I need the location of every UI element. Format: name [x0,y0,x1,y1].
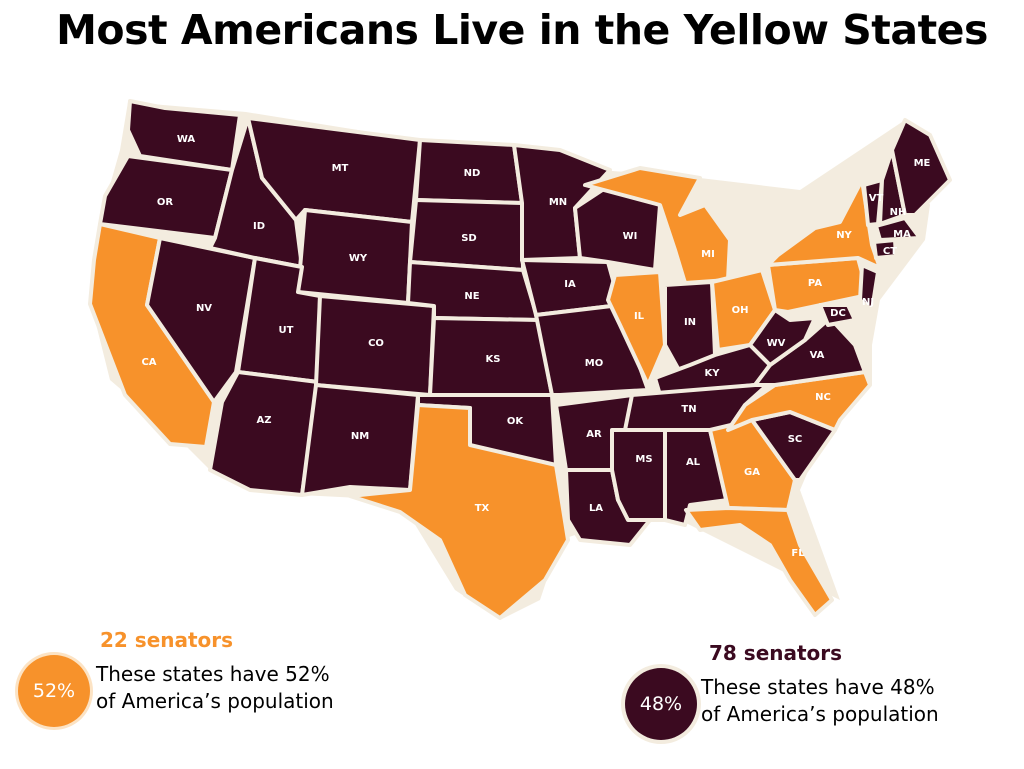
dark-population-line-2: of America’s population [701,702,939,726]
state-ME[interactable] [890,118,952,217]
label-AL: AL [686,457,701,468]
label-MI: MI [701,249,715,260]
label-PA: PA [808,278,822,289]
label-LA: LA [589,503,603,514]
dark-percent-circle: 48% [625,668,697,740]
label-MN: MN [549,197,567,208]
label-WV: WV [767,338,786,349]
state-MA[interactable] [874,216,922,242]
state-NM[interactable] [300,383,420,497]
dark-population-line-1: These states have 48% [701,675,935,699]
label-ND: ND [464,168,481,179]
label-NV: NV [196,303,212,314]
map-title: Most Americans Live in the Yellow States [56,6,988,54]
state-OR[interactable] [98,154,234,240]
label-UT: UT [279,325,294,336]
state-MS[interactable] [610,428,667,522]
yellow-percent-circle: 52% [18,655,90,727]
yellow-population-line-1: These states have 52% [96,662,330,686]
label-TN: TN [681,404,696,415]
state-shapes [88,99,952,620]
label-MA: MA [893,229,911,240]
yellow-population-text: These states have 52% of America’s popul… [96,661,334,715]
state-VA[interactable] [753,316,867,387]
label-DC: DC [830,308,846,319]
label-FL: FL [791,548,805,559]
label-VT: VT [869,193,884,204]
label-NJ: NJ [862,297,874,308]
label-AR: AR [586,429,602,440]
label-MT: MT [332,163,349,174]
label-IN: IN [684,317,696,328]
label-GA: GA [744,467,760,478]
label-IA: IA [564,279,576,290]
label-CA: CA [141,357,156,368]
label-WA: WA [177,134,196,145]
label-NE: NE [464,291,479,302]
dark-population-text: These states have 48% of America’s popul… [701,674,939,728]
state-IL[interactable] [606,270,667,387]
label-KS: KS [486,354,501,365]
state-TX[interactable] [348,403,570,620]
state-FL[interactable] [684,506,834,617]
label-OH: OH [732,305,749,316]
state-DC[interactable] [818,303,857,327]
label-MS: MS [635,454,652,465]
dark-senators-heading: 78 senators [709,641,843,665]
label-TX: TX [475,503,490,514]
label-OR: OR [157,197,174,208]
label-KY: KY [705,368,721,379]
label-NM: NM [351,431,369,442]
label-NC: NC [815,392,831,403]
label-OK: OK [507,416,525,427]
state-MI[interactable] [583,166,732,285]
label-NY: NY [836,230,852,241]
label-WI: WI [623,231,638,242]
label-IL: IL [634,311,645,322]
label-MO: MO [585,358,603,369]
label-CO: CO [368,338,384,349]
state-AZ[interactable] [208,370,320,497]
label-SC: SC [788,434,803,445]
state-NY[interactable] [766,178,882,270]
state-CT[interactable] [872,238,898,260]
label-SD: SD [461,233,477,244]
label-VA: VA [810,350,825,361]
label-ID: ID [253,221,265,232]
yellow-population-line-2: of America’s population [96,689,334,713]
label-WY: WY [349,253,368,264]
label-AZ: AZ [257,415,272,426]
label-ME: ME [914,158,931,169]
yellow-senators-heading: 22 senators [100,628,234,652]
label-CT: CT [883,246,897,257]
label-NH: NH [890,207,907,218]
state-labels: WA OR CA NV ID MT WY UT AZ CO NM ND SD N… [141,134,930,559]
state-NJ[interactable] [858,263,880,312]
